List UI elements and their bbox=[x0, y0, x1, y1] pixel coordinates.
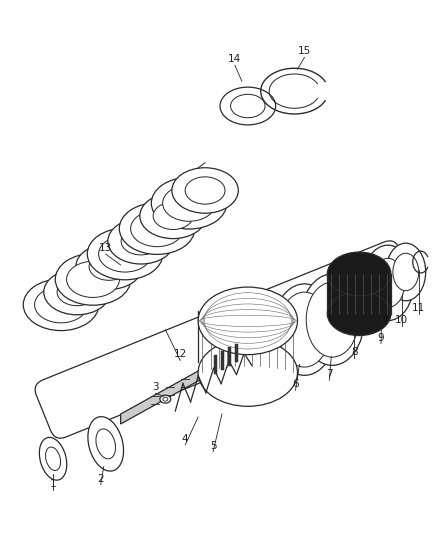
Text: 7: 7 bbox=[326, 369, 332, 379]
Ellipse shape bbox=[327, 252, 391, 296]
Ellipse shape bbox=[163, 397, 168, 401]
Ellipse shape bbox=[140, 193, 206, 239]
FancyBboxPatch shape bbox=[35, 241, 415, 438]
Text: 1: 1 bbox=[50, 479, 57, 489]
Ellipse shape bbox=[57, 278, 97, 306]
Text: 10: 10 bbox=[395, 314, 408, 325]
Text: 4: 4 bbox=[182, 434, 188, 444]
Ellipse shape bbox=[273, 284, 336, 375]
Ellipse shape bbox=[198, 287, 297, 354]
Text: 13: 13 bbox=[99, 243, 113, 253]
Text: 11: 11 bbox=[412, 303, 425, 313]
Ellipse shape bbox=[108, 219, 174, 264]
Polygon shape bbox=[120, 340, 255, 424]
Ellipse shape bbox=[119, 203, 195, 254]
Text: 15: 15 bbox=[298, 46, 311, 56]
Ellipse shape bbox=[393, 253, 419, 290]
Ellipse shape bbox=[35, 287, 88, 323]
Ellipse shape bbox=[185, 177, 225, 204]
Ellipse shape bbox=[162, 185, 215, 221]
Ellipse shape bbox=[160, 395, 171, 403]
Ellipse shape bbox=[198, 339, 297, 406]
Ellipse shape bbox=[386, 243, 426, 301]
Text: 3: 3 bbox=[152, 382, 159, 392]
Ellipse shape bbox=[44, 269, 110, 315]
Ellipse shape bbox=[87, 228, 163, 280]
Ellipse shape bbox=[230, 94, 265, 118]
Ellipse shape bbox=[327, 292, 391, 336]
Ellipse shape bbox=[67, 261, 120, 297]
Ellipse shape bbox=[46, 447, 60, 471]
Text: 14: 14 bbox=[228, 54, 241, 64]
Text: 6: 6 bbox=[292, 379, 299, 389]
Ellipse shape bbox=[88, 417, 124, 471]
Ellipse shape bbox=[153, 202, 193, 230]
Ellipse shape bbox=[96, 429, 116, 459]
Text: 9: 9 bbox=[378, 333, 384, 343]
Polygon shape bbox=[327, 274, 391, 314]
Ellipse shape bbox=[131, 211, 184, 247]
Ellipse shape bbox=[362, 245, 414, 321]
Text: 8: 8 bbox=[351, 348, 357, 358]
Ellipse shape bbox=[89, 253, 129, 280]
Ellipse shape bbox=[371, 259, 405, 308]
Ellipse shape bbox=[151, 177, 227, 229]
Ellipse shape bbox=[279, 292, 331, 367]
Ellipse shape bbox=[306, 282, 358, 357]
Ellipse shape bbox=[39, 438, 67, 480]
Ellipse shape bbox=[121, 228, 161, 255]
Ellipse shape bbox=[55, 254, 131, 305]
Ellipse shape bbox=[172, 168, 238, 213]
Ellipse shape bbox=[76, 244, 142, 289]
Text: 12: 12 bbox=[173, 350, 187, 359]
Ellipse shape bbox=[23, 279, 99, 330]
Text: 2: 2 bbox=[97, 474, 104, 483]
Ellipse shape bbox=[99, 236, 152, 272]
Text: 5: 5 bbox=[210, 441, 216, 451]
Ellipse shape bbox=[300, 274, 364, 365]
Ellipse shape bbox=[220, 87, 276, 125]
